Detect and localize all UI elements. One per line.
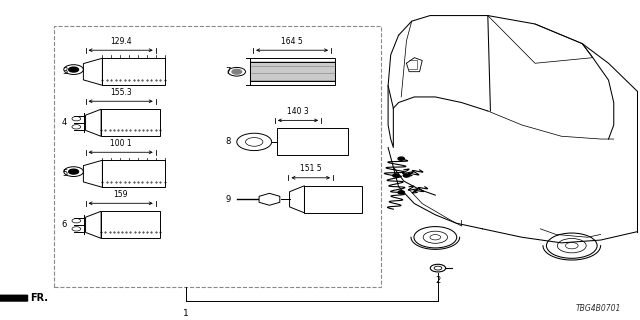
Bar bbox=[101, 211, 160, 238]
Text: 151 5: 151 5 bbox=[300, 164, 321, 173]
Text: 3: 3 bbox=[62, 67, 67, 76]
Circle shape bbox=[68, 67, 79, 72]
Text: 159: 159 bbox=[113, 190, 128, 199]
Bar bbox=[250, 62, 335, 81]
Text: 164 5: 164 5 bbox=[281, 37, 303, 46]
Text: 8: 8 bbox=[225, 137, 230, 147]
Circle shape bbox=[403, 174, 410, 177]
Circle shape bbox=[232, 69, 241, 74]
Bar bbox=[101, 109, 160, 136]
Text: 1: 1 bbox=[183, 309, 188, 318]
FancyArrow shape bbox=[0, 293, 28, 303]
Text: 7: 7 bbox=[225, 67, 230, 76]
Bar bbox=[250, 58, 335, 85]
Text: TBG4B0701: TBG4B0701 bbox=[575, 303, 621, 313]
Text: 6: 6 bbox=[62, 220, 67, 229]
Circle shape bbox=[398, 157, 404, 160]
Polygon shape bbox=[259, 193, 280, 205]
Bar bbox=[54, 26, 381, 287]
Text: 2: 2 bbox=[435, 276, 440, 285]
Text: 4: 4 bbox=[62, 118, 67, 127]
Text: FR.: FR. bbox=[30, 293, 48, 303]
Bar bbox=[305, 186, 362, 213]
Text: 129.4: 129.4 bbox=[110, 37, 131, 46]
Circle shape bbox=[68, 169, 79, 174]
Text: 9: 9 bbox=[225, 195, 230, 204]
Text: 155.3: 155.3 bbox=[109, 88, 131, 97]
Circle shape bbox=[398, 191, 404, 194]
Bar bbox=[277, 128, 348, 156]
Bar bbox=[102, 160, 164, 187]
Text: 5: 5 bbox=[62, 169, 67, 178]
Bar bbox=[102, 58, 164, 85]
Text: 100 1: 100 1 bbox=[110, 139, 131, 148]
Text: 140 3: 140 3 bbox=[287, 107, 309, 116]
Circle shape bbox=[393, 174, 399, 177]
